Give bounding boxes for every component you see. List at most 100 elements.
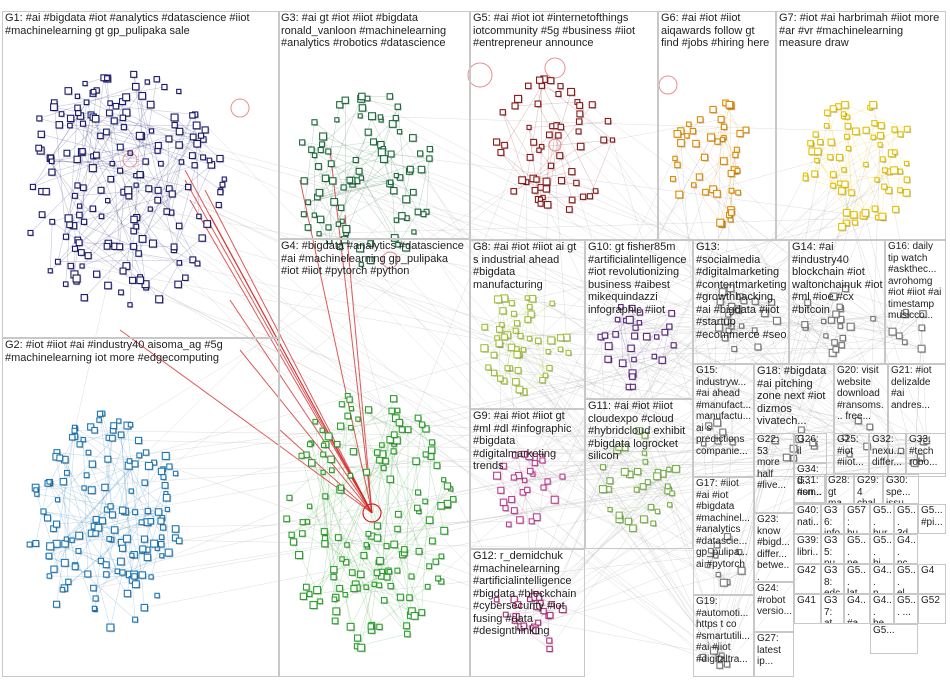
node [428,537,436,545]
group-label-g21: G21: #iot delizalde #ai andres... [891,365,935,411]
edge [786,426,870,458]
node [107,175,115,183]
node [144,461,153,470]
node [191,162,198,169]
node [348,406,354,412]
node [132,616,139,623]
node [92,595,99,602]
node [158,534,165,540]
edge [869,144,881,427]
edge [427,327,720,587]
node [308,146,315,153]
edge [145,237,203,285]
edge [380,443,395,577]
edge [344,100,347,234]
edge [712,104,730,190]
group-panel-g27: G27: latest ip... [754,632,794,677]
edge [693,184,723,225]
node [342,591,348,598]
node [221,176,227,182]
node [313,586,322,595]
node-layer [26,57,931,670]
node [101,483,109,492]
edge [805,327,843,339]
edge [324,467,384,539]
edge [624,209,732,448]
node [135,250,142,257]
edge [48,522,142,557]
edge [309,506,347,563]
edge [321,430,326,539]
edge [705,160,725,193]
node [329,177,337,185]
node [376,582,383,589]
edge [68,431,723,583]
edge [844,104,890,191]
node [387,179,394,186]
edge [493,352,833,356]
node [340,184,347,191]
node [92,151,100,159]
node [188,152,196,160]
edge [417,158,430,212]
edge [511,347,609,490]
edge [84,211,167,298]
edge [106,131,194,138]
edge [79,205,870,428]
edge [145,283,724,583]
node [55,121,64,129]
edge [148,188,720,659]
group-label-g39: G39: libri... [797,535,819,564]
group-label-g5i: G5... [873,625,895,636]
node [104,281,112,290]
node [176,88,182,95]
edge [123,192,504,503]
edge [93,156,718,442]
edge [49,482,96,610]
edge [494,372,546,376]
group-panel-g24: G24: #robot versio... [754,582,794,632]
group-panel-g33: G33: #tech robo... [906,433,946,474]
edge [328,410,398,437]
edge [75,427,130,462]
edge [301,455,334,578]
edge [381,434,395,573]
edge [543,327,922,488]
group-panel-g40: G40: nati... [794,504,821,534]
group-label-g28: G28: gt ma... [828,475,853,504]
hub-edge [344,214,373,514]
edge [338,537,442,557]
node [71,245,79,252]
group-label-g5a: G5... hur... [873,505,892,534]
edge [524,480,536,628]
edge [511,142,682,500]
edge [415,461,419,493]
group-panel-g28: G28: gt ma... [825,474,854,504]
node [65,578,72,586]
edge [194,114,535,464]
edge [161,420,859,545]
edge [57,161,146,262]
edge [834,319,841,343]
group-label-g35: G35: pu... [824,535,841,564]
node [154,508,163,516]
edge [360,440,398,648]
edge [844,104,847,213]
node [171,525,180,533]
edge [531,302,808,629]
node [79,148,86,155]
node [320,451,326,458]
edge [570,91,802,431]
edge [633,359,868,447]
node [168,190,176,198]
edge [524,448,794,455]
node [371,581,377,587]
node [408,573,415,580]
group-label-g13: G13: #socialmedia #digitalmarketing #con… [696,241,787,341]
edge [135,86,175,247]
node [165,135,173,143]
node [308,459,316,467]
group-label-g30: G30: spe... issu... [886,475,914,504]
node [45,552,53,560]
edge [57,259,193,263]
